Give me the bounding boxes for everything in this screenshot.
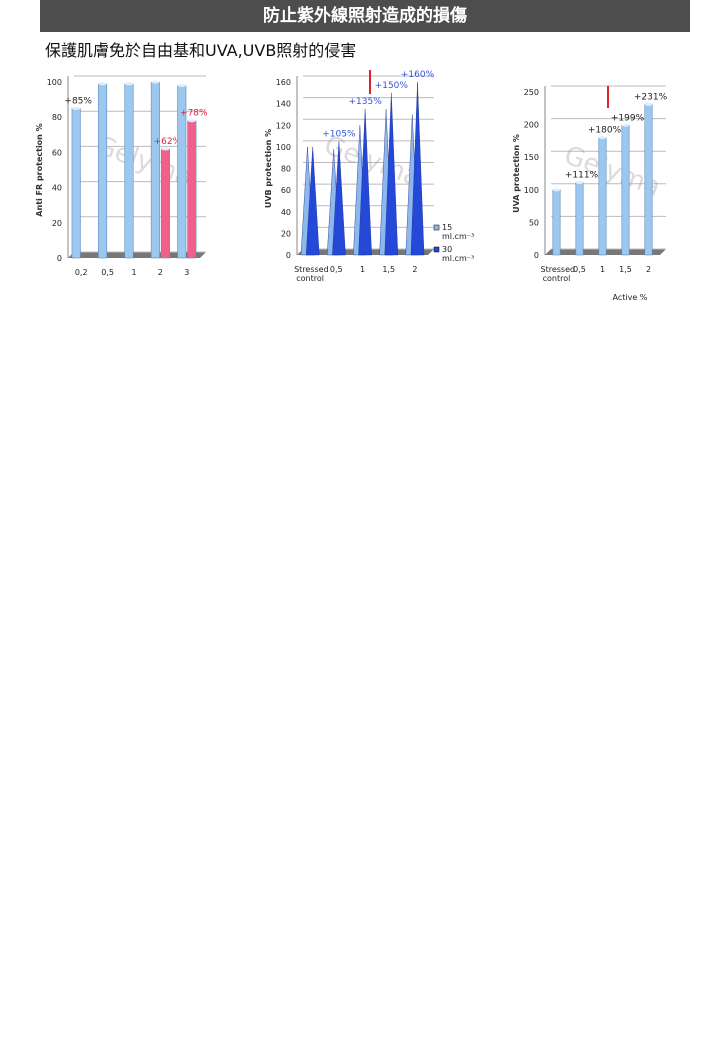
value-label: +105% — [322, 129, 356, 139]
header-title: 防止紫外線照射造成的損傷 — [40, 0, 690, 32]
bar — [644, 104, 653, 256]
value-label: +111% — [565, 171, 599, 181]
x-tick-label: Stressed control — [294, 265, 329, 283]
x-tick-label: 1 — [599, 265, 606, 274]
value-label: +62% — [154, 137, 182, 147]
bar — [552, 189, 561, 256]
y-tick-label: 60 — [52, 148, 62, 157]
x-tick-label: 2 — [412, 265, 418, 274]
cone — [384, 92, 399, 256]
legend-label: 15 ml.cm⁻³ — [442, 223, 475, 241]
bar — [598, 137, 607, 256]
bar — [71, 108, 81, 259]
y-tick-label: 140 — [276, 100, 291, 109]
bar-top — [552, 188, 561, 192]
bar — [575, 182, 584, 256]
x-tick-label: 2 — [157, 268, 163, 277]
x-axis-label: Active % — [612, 293, 648, 302]
bar-top — [598, 136, 607, 140]
y-tick-label: 0 — [57, 254, 62, 263]
bar-top — [575, 181, 584, 185]
cone — [305, 146, 320, 256]
bar-top — [151, 80, 160, 84]
legend-label: 30 ml.cm⁻³ — [442, 245, 475, 263]
y-tick-label: 40 — [281, 208, 291, 217]
cone — [332, 141, 346, 256]
bar-top — [177, 84, 187, 88]
y-axis-label: UVA protection % — [512, 134, 521, 213]
bar-top — [644, 102, 653, 106]
x-tick-label: 0,2 — [74, 268, 88, 277]
y-tick-label: 20 — [281, 229, 291, 238]
y-axis-label: Anti FR protection % — [35, 123, 44, 216]
y-tick-label: 80 — [281, 165, 291, 174]
x-tick-label: 0,5 — [329, 265, 343, 274]
x-tick-label: Stressed control — [540, 265, 576, 283]
y-tick-label: 120 — [276, 121, 291, 130]
y-tick-label: 100 — [276, 143, 291, 152]
x-tick-label: 0,5 — [573, 265, 586, 274]
bar-top — [161, 147, 170, 151]
value-label: +231% — [634, 92, 668, 102]
y-tick-label: 150 — [524, 153, 539, 162]
bar-top — [124, 82, 134, 86]
y-tick-label: 50 — [529, 218, 539, 227]
y-tick-label: 20 — [52, 219, 62, 228]
y-tick-label: 60 — [281, 186, 291, 195]
bar — [621, 124, 630, 256]
value-label: +180% — [588, 126, 622, 136]
value-label: +199% — [611, 113, 645, 123]
x-tick-label: 1,5 — [382, 265, 396, 274]
bar — [98, 83, 108, 259]
y-tick-label: 250 — [524, 88, 539, 97]
value-label: +135% — [348, 97, 382, 107]
bar — [150, 81, 160, 259]
x-tick-label: 0,5 — [101, 268, 114, 277]
bar — [124, 83, 134, 259]
x-tick-label: 1 — [131, 268, 137, 277]
y-axis-label: UVB protection % — [264, 129, 273, 208]
cone — [410, 81, 425, 256]
legend-swatch — [433, 224, 440, 231]
bar-top — [71, 106, 81, 110]
bar — [187, 120, 197, 259]
value-label: +78% — [180, 109, 208, 119]
y-tick-label: 40 — [52, 184, 62, 193]
value-label: +160% — [401, 70, 435, 80]
cone — [358, 109, 372, 256]
bar-top — [98, 82, 107, 86]
y-tick-label: 100 — [47, 78, 62, 87]
subtitle: 保護肌膚免於自由基和UVA,UVB照射的侵害 — [45, 41, 357, 60]
x-tick-label: 2 — [645, 265, 652, 274]
bar-top — [187, 119, 197, 123]
y-tick-label: 80 — [52, 113, 62, 122]
y-tick-label: 200 — [524, 121, 539, 130]
y-tick-label: 100 — [524, 186, 539, 195]
value-label: +85% — [64, 96, 92, 106]
x-tick-label: 1 — [359, 265, 366, 274]
value-label: +150% — [375, 81, 409, 91]
legend-swatch — [433, 246, 440, 253]
y-tick-label: 0 — [286, 251, 291, 260]
y-tick-label: 0 — [534, 251, 539, 260]
x-tick-label: 1,5 — [619, 265, 632, 274]
bar — [160, 148, 170, 259]
y-tick-label: 160 — [276, 78, 291, 87]
x-tick-label: 3 — [184, 268, 190, 277]
bar-top — [621, 123, 630, 127]
